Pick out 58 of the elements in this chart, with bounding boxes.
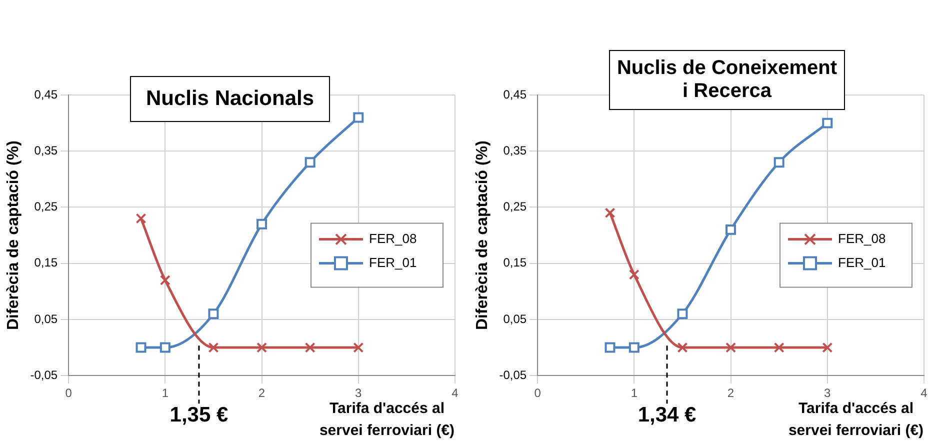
legend-label: FER_08 <box>838 230 886 246</box>
point <box>628 342 640 353</box>
y-tick-label: 0,45 <box>34 87 58 102</box>
point <box>353 342 364 353</box>
x-tick-label: 4 <box>920 386 928 400</box>
point <box>256 218 268 230</box>
point <box>726 342 736 353</box>
point <box>136 213 146 224</box>
point <box>822 342 833 353</box>
point <box>726 224 736 235</box>
y-tick-label: 0,05 <box>503 312 527 326</box>
legend-label: FER_08 <box>369 230 417 246</box>
point <box>304 157 316 168</box>
point <box>304 342 316 353</box>
y-tick-label: -0,05 <box>499 368 527 382</box>
y-tick-label: 0,35 <box>34 143 58 158</box>
x-axis-title: Tarifa d'accés al servei ferroviari (€) <box>319 400 455 439</box>
point <box>353 112 364 123</box>
point <box>604 342 616 353</box>
y-tick-label: 0,15 <box>34 256 58 270</box>
point <box>256 342 268 353</box>
x-tick-label: 1 <box>630 386 638 400</box>
y-tick-label: 0,25 <box>503 200 527 214</box>
x-axis-title: Tarifa d'accés al servei ferroviari (€) <box>788 400 924 439</box>
x-tick-label: 2 <box>258 386 266 400</box>
legend-label: FER_01 <box>838 254 886 270</box>
point <box>774 342 784 353</box>
y-tick-label: 0,35 <box>503 143 527 158</box>
point <box>208 308 219 320</box>
y-axis-title: Diferècia de captació (%) <box>474 140 492 330</box>
x-tick-label: 3 <box>355 386 362 400</box>
x-tick-label: 1 <box>162 386 169 400</box>
y-tick-label: 0,45 <box>503 87 527 102</box>
point <box>136 342 146 353</box>
point <box>677 342 688 353</box>
y-tick-label: 0,05 <box>34 312 58 326</box>
point <box>604 208 616 218</box>
chart-title: Nuclis de Coneixement i Recerca <box>609 50 845 110</box>
ref-line-label: 1,35 € <box>170 403 228 426</box>
legend-label: FER_01 <box>369 254 417 270</box>
y-tick-label: 0,25 <box>34 200 58 214</box>
chart-title: Nuclis Nacionals <box>130 76 330 122</box>
x-tick-label: 0 <box>65 386 72 400</box>
x-tick-label: 3 <box>824 386 832 400</box>
x-tick-label: 4 <box>452 386 459 400</box>
point <box>774 157 784 168</box>
x-tick-label: 2 <box>727 386 734 400</box>
point <box>208 342 219 353</box>
x-tick-label: 0 <box>534 386 542 400</box>
point <box>677 308 688 320</box>
y-axis-title: Diferècia de captació (%) <box>5 140 22 330</box>
y-tick-label: -0,05 <box>30 368 58 382</box>
y-tick-label: 0,15 <box>503 256 527 270</box>
point <box>822 118 833 128</box>
point <box>628 269 640 280</box>
point <box>160 274 170 286</box>
ref-line-label: 1,34 € <box>638 403 697 426</box>
point <box>160 342 170 353</box>
